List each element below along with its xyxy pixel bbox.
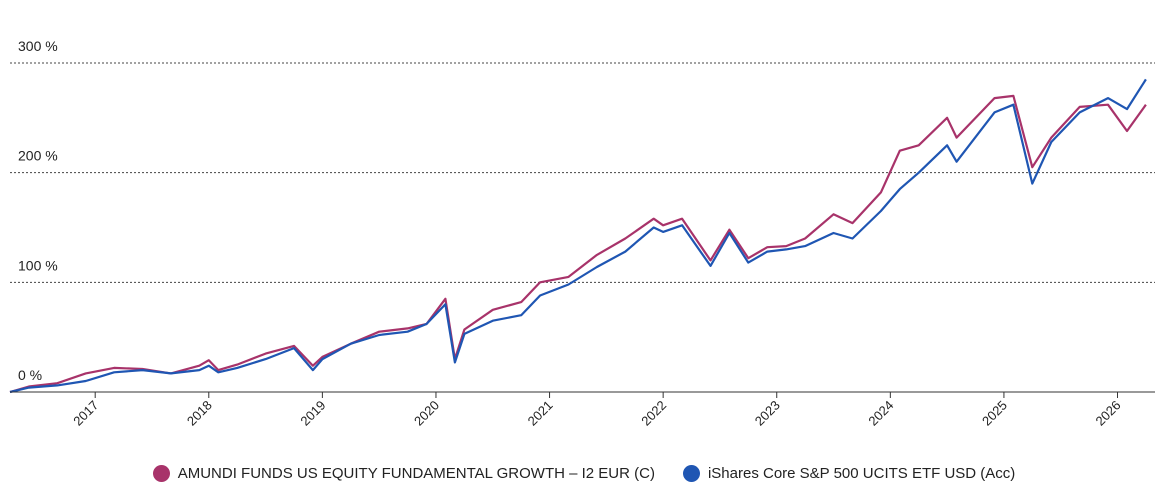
x-tick-label: 2020 (411, 398, 442, 429)
x-tick-label: 2019 (297, 398, 328, 429)
x-tick-label: 2022 (638, 398, 669, 429)
legend-item-amundi[interactable]: AMUNDI FUNDS US EQUITY FUNDAMENTAL GROWT… (152, 465, 655, 482)
chart-legend: AMUNDI FUNDS US EQUITY FUNDAMENTAL GROWT… (0, 465, 1168, 482)
y-tick-label: 200 % (18, 148, 58, 164)
series-lines (9, 78, 1147, 394)
x-tick-label: 2021 (525, 398, 556, 429)
x-tick-label: 2023 (752, 398, 783, 429)
legend-label-amundi: AMUNDI FUNDS US EQUITY FUNDAMENTAL GROWT… (177, 465, 655, 482)
y-tick-label: 300 % (18, 38, 58, 54)
y-axis-labels: 0 % 100 % 200 % 300 % (18, 38, 58, 383)
legend-label-ishares: iShares Core S&P 500 UCITS ETF USD (Acc) (707, 465, 1016, 482)
legend-item-ishares[interactable]: iShares Core S&P 500 UCITS ETF USD (Acc) (682, 465, 1016, 482)
x-tick-label: 2017 (70, 398, 101, 429)
x-tick-label: 2018 (184, 398, 215, 429)
series-line-ishares (9, 78, 1147, 394)
y-tick-label: 100 % (18, 257, 58, 273)
legend-marker-ishares (682, 465, 700, 482)
y-tick-label: 0 % (18, 367, 42, 383)
series-line-amundi (9, 94, 1147, 394)
legend-marker-amundi (152, 465, 170, 482)
x-axis: 2017 2018 2019 2020 2021 2022 2023 2024 2025 2026 (10, 391, 1155, 429)
x-tick-label: 2026 (1093, 398, 1124, 429)
x-tick-label: 2024 (865, 398, 896, 429)
x-tick-label: 2025 (979, 398, 1010, 429)
gridlines (10, 62, 1155, 283)
